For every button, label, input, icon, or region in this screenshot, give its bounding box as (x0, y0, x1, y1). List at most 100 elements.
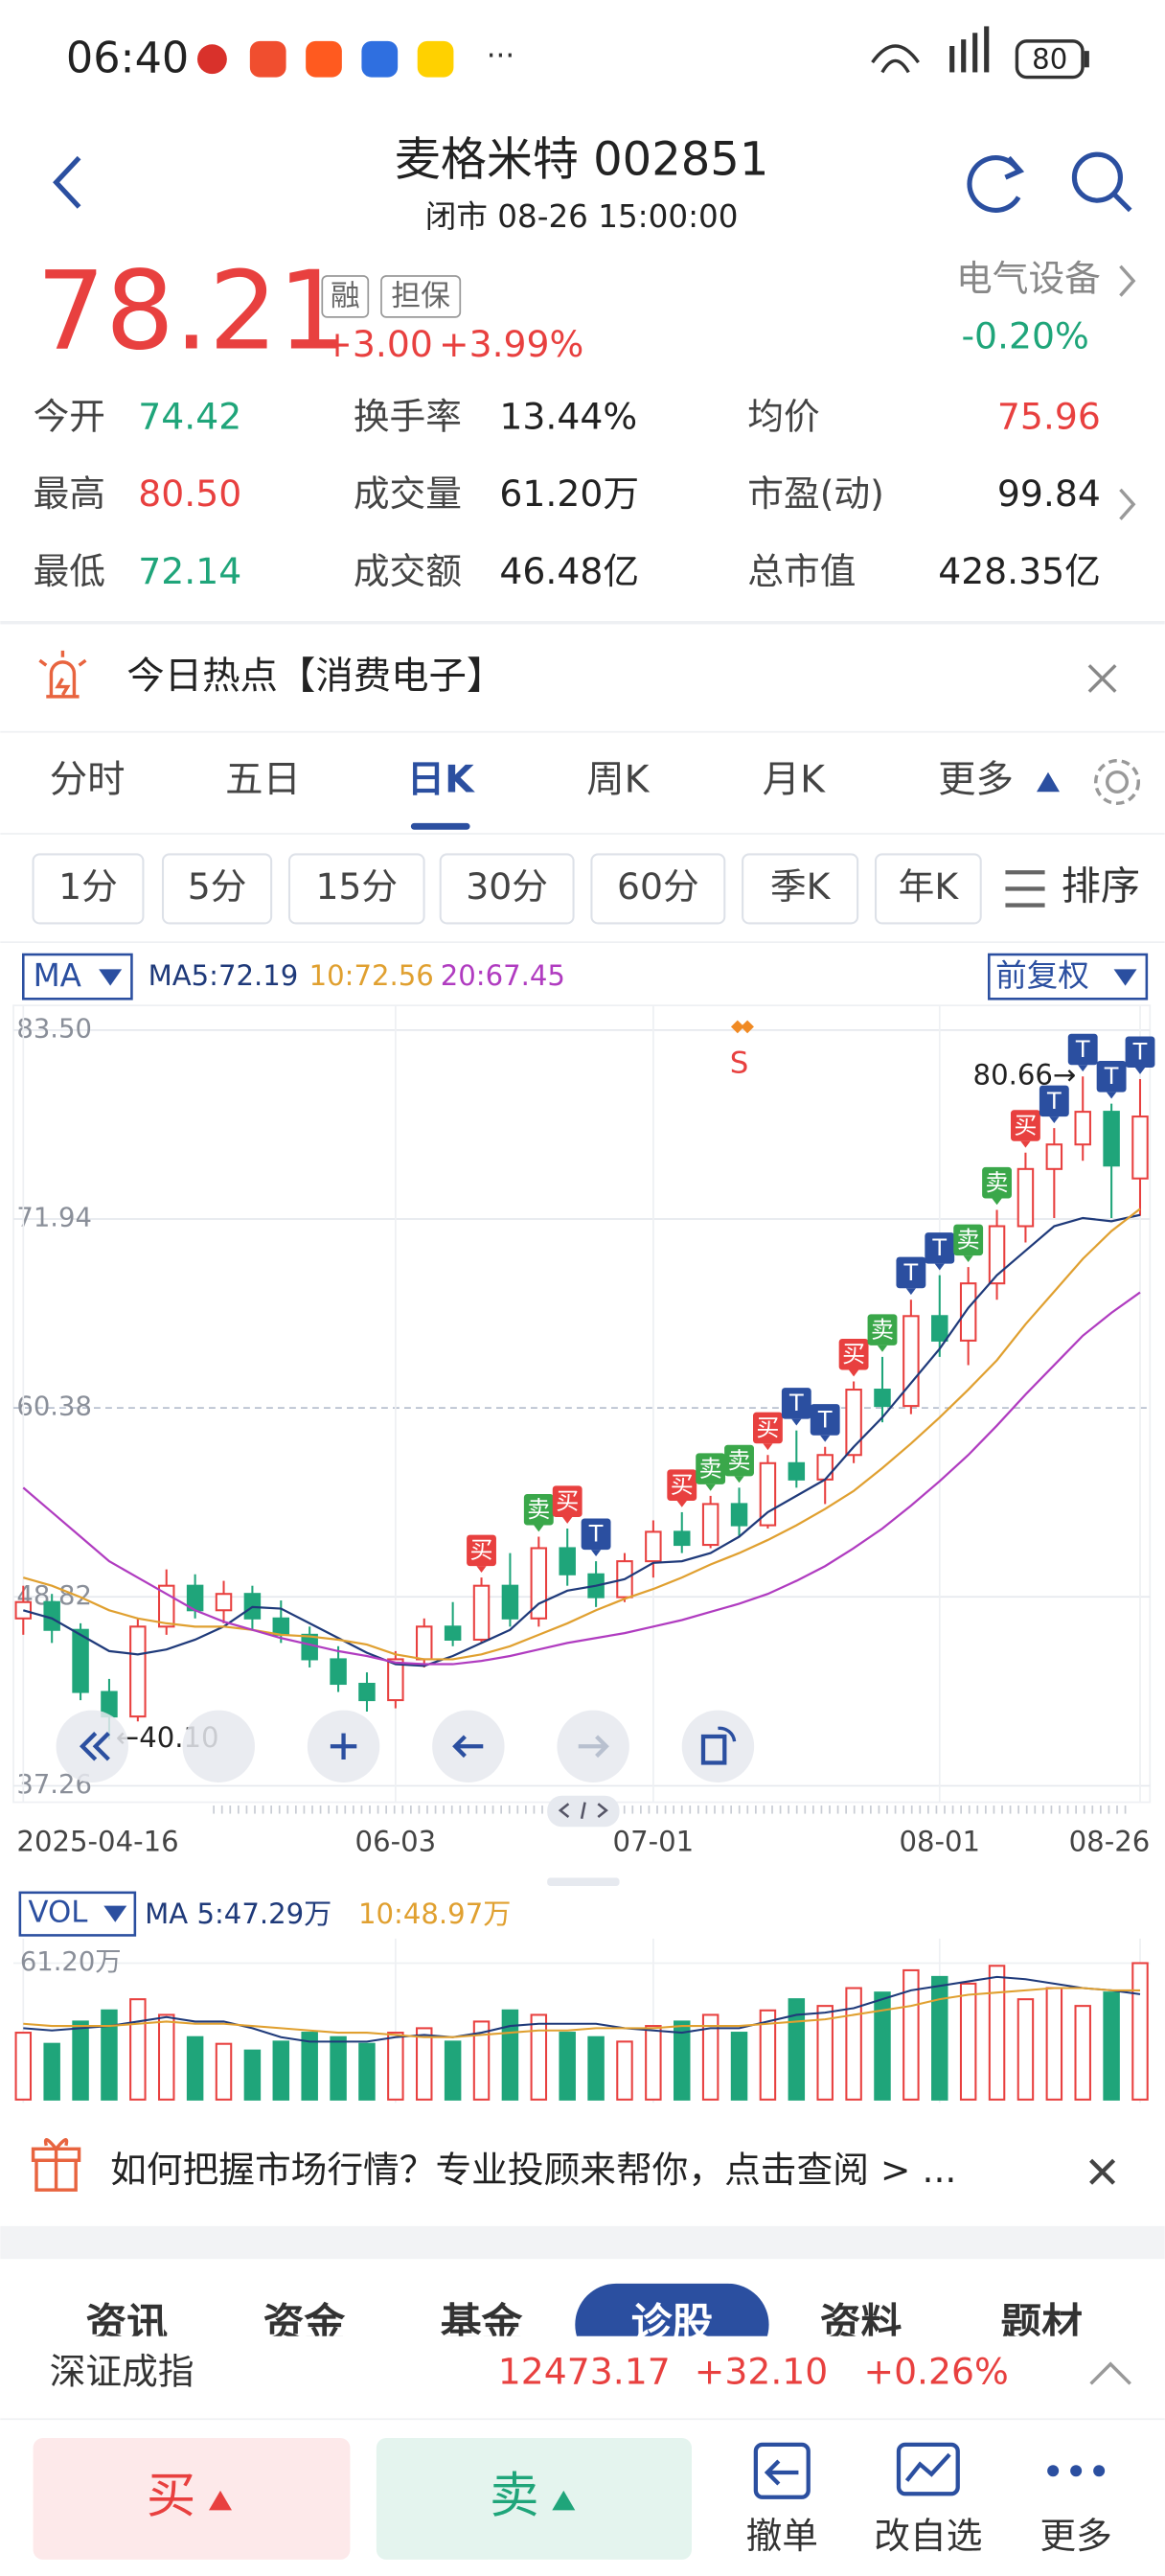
signal-label: 卖 (728, 1447, 751, 1474)
volume-bar (1045, 1987, 1063, 2101)
tab[interactable]: 周K (586, 757, 650, 801)
signal-tag (1125, 1036, 1155, 1069)
signal-tag-pointer (934, 1263, 945, 1271)
divider (0, 621, 1165, 625)
adjust-select-arrow (1113, 969, 1137, 986)
stats-chevron[interactable] (1119, 488, 1136, 520)
hot-topic[interactable]: 今日热点【消费电子】 (126, 655, 504, 699)
index-expand[interactable] (1089, 2361, 1131, 2385)
close-hot[interactable] (1087, 664, 1117, 693)
stat-value: 61.20万 (499, 472, 639, 515)
search-button[interactable] (1071, 151, 1132, 213)
signal-tag (810, 1404, 840, 1436)
volume-bar (816, 2005, 834, 2101)
signal-tag (523, 1493, 554, 1526)
period-button[interactable] (439, 853, 575, 925)
close-ad[interactable] (1089, 2158, 1116, 2185)
volume-bar (501, 2009, 519, 2101)
sector-chevron (1119, 264, 1136, 297)
refresh-button[interactable] (967, 155, 1025, 213)
zoom-in[interactable] (307, 1710, 380, 1782)
candle-body (874, 1389, 891, 1408)
ma-select[interactable] (22, 953, 133, 1000)
more-icon[interactable] (1047, 2465, 1106, 2477)
adjust-select[interactable] (987, 953, 1149, 1000)
quote-tag-box (380, 275, 462, 318)
signal-tag-pointer (820, 1435, 831, 1442)
divider (0, 730, 1165, 733)
candle-body (730, 1503, 748, 1527)
volume-bar (215, 2042, 233, 2101)
signal-label: 卖 (871, 1317, 894, 1344)
stat-value: 75.96 (997, 396, 1101, 438)
buy-button[interactable] (33, 2438, 351, 2560)
volume-bar (1131, 1962, 1149, 2101)
quote-tag: 融 (331, 279, 360, 313)
signal-tag-pointer (734, 1476, 744, 1484)
signal-label: T (931, 1234, 947, 1261)
vol-select[interactable] (18, 1891, 137, 1937)
x-tick-label: 08-26 (1069, 1825, 1151, 1857)
volume-bar (186, 2036, 204, 2101)
price-change: +3.00 (322, 323, 433, 365)
vol-ma-line (23, 1975, 1141, 2043)
settings-button[interactable] (1093, 759, 1140, 805)
splitter[interactable] (547, 1877, 620, 1886)
ma-line (22, 1213, 1141, 1668)
ma-legend: 10:72.56 (309, 959, 434, 992)
volume-bar (444, 2040, 462, 2101)
sort-button[interactable]: 排序 (1062, 862, 1140, 908)
candle-body (788, 1461, 806, 1481)
drag-handle[interactable] (547, 1795, 620, 1828)
signal-label: 买 (470, 1537, 493, 1564)
scroll-left[interactable] (432, 1710, 505, 1782)
stat-value: 46.48亿 (499, 550, 639, 592)
market-status: 闭市 08-26 15:00:00 (425, 198, 739, 235)
zoom-out-all[interactable] (56, 1710, 129, 1782)
candle-body (358, 1682, 376, 1702)
stat-label: 换手率 (354, 396, 462, 438)
period-button[interactable] (742, 853, 859, 925)
sell-arrow (552, 2490, 576, 2511)
more-label[interactable]: 更多 (1039, 2515, 1111, 2557)
signal-label: 卖 (527, 1496, 550, 1523)
gift-icon (31, 2138, 81, 2192)
stock-title: 麦格米特 002851 (395, 133, 768, 187)
period-button[interactable] (874, 853, 982, 925)
signal-tag-pointer (877, 1345, 888, 1352)
candle-body (701, 1503, 720, 1547)
signal-label: T (788, 1390, 804, 1416)
signal-tag (781, 1388, 811, 1419)
adjust-select-label: 前复权 (995, 957, 1089, 994)
last-price: 78.21 (36, 247, 347, 374)
back-button[interactable] (53, 155, 81, 209)
scroll-right[interactable] (557, 1710, 629, 1782)
tab[interactable]: 月K (763, 757, 826, 801)
candle-body (902, 1315, 920, 1408)
signal-tag-pointer (992, 1198, 1002, 1206)
volume-bar (988, 1965, 1006, 2101)
period-button[interactable] (32, 853, 145, 925)
period-button[interactable] (590, 853, 726, 925)
index-name[interactable]: 深证成指 (50, 2351, 194, 2393)
tab[interactable]: 五日 (225, 757, 301, 801)
period-button[interactable] (287, 853, 425, 925)
tab[interactable]: 日K (407, 757, 475, 801)
tab[interactable]: 分时 (50, 757, 126, 801)
period-button[interactable] (161, 853, 273, 925)
ad-text[interactable]: 如何把握市场行情？专业投顾来帮你，点击查阅 > ... (110, 2149, 956, 2191)
candle-body (931, 1315, 948, 1342)
sector-name[interactable]: 电气设备 (956, 258, 1101, 300)
watch-icon[interactable] (896, 2442, 960, 2496)
sell-button[interactable] (376, 2438, 692, 2560)
zoom-out[interactable] (182, 1710, 255, 1782)
tab[interactable]: 更多 (938, 757, 1014, 801)
rotate[interactable] (681, 1710, 755, 1782)
y-tick-label: 83.50 (16, 1014, 91, 1044)
stat-label: 成交额 (354, 550, 462, 592)
divider (0, 833, 1165, 835)
watch-label[interactable]: 改自选 (874, 2515, 982, 2557)
volume-bar (243, 2049, 262, 2101)
cancel-icon[interactable] (753, 2442, 811, 2499)
cancel-label[interactable]: 撤单 (746, 2515, 818, 2557)
